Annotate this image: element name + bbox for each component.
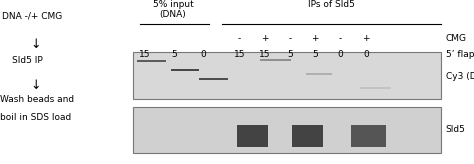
- Bar: [351, 125, 386, 147]
- Bar: [199, 78, 228, 80]
- Bar: [171, 69, 199, 71]
- Text: +: +: [311, 34, 319, 43]
- Text: 15: 15: [139, 50, 150, 59]
- Text: boil in SDS load: boil in SDS load: [0, 113, 71, 122]
- Bar: [133, 52, 441, 99]
- Bar: [306, 73, 332, 75]
- Text: Sld5: Sld5: [446, 125, 465, 134]
- Text: 0: 0: [200, 50, 206, 59]
- Text: -: -: [238, 34, 241, 43]
- Text: 5% input
(DNA): 5% input (DNA): [153, 0, 193, 19]
- Text: 5: 5: [287, 50, 293, 59]
- Text: 0: 0: [337, 50, 343, 59]
- Text: +: +: [261, 34, 268, 43]
- Text: 15: 15: [259, 50, 270, 59]
- Text: Wash beads and: Wash beads and: [0, 95, 74, 104]
- Text: 5: 5: [172, 50, 177, 59]
- Text: 15: 15: [234, 50, 245, 59]
- Text: -: -: [339, 34, 342, 43]
- Text: Cy3 (DNA): Cy3 (DNA): [446, 72, 474, 81]
- Text: 5: 5: [312, 50, 318, 59]
- Text: ↓: ↓: [30, 38, 41, 51]
- Text: -: -: [289, 34, 292, 43]
- Text: +: +: [362, 34, 370, 43]
- Bar: [133, 107, 441, 153]
- Text: ↓: ↓: [30, 79, 41, 92]
- Text: Sld5 IP: Sld5 IP: [12, 56, 43, 65]
- Bar: [237, 125, 268, 147]
- Text: CMG: CMG: [446, 34, 466, 43]
- Bar: [260, 59, 291, 61]
- Bar: [360, 87, 391, 89]
- Text: DNA -/+ CMG: DNA -/+ CMG: [2, 11, 63, 20]
- Bar: [292, 125, 323, 147]
- Bar: [137, 60, 166, 62]
- Text: 5’ flap (nt): 5’ flap (nt): [446, 50, 474, 59]
- Text: 0: 0: [363, 50, 369, 59]
- Text: IPs of Sld5: IPs of Sld5: [309, 0, 355, 9]
